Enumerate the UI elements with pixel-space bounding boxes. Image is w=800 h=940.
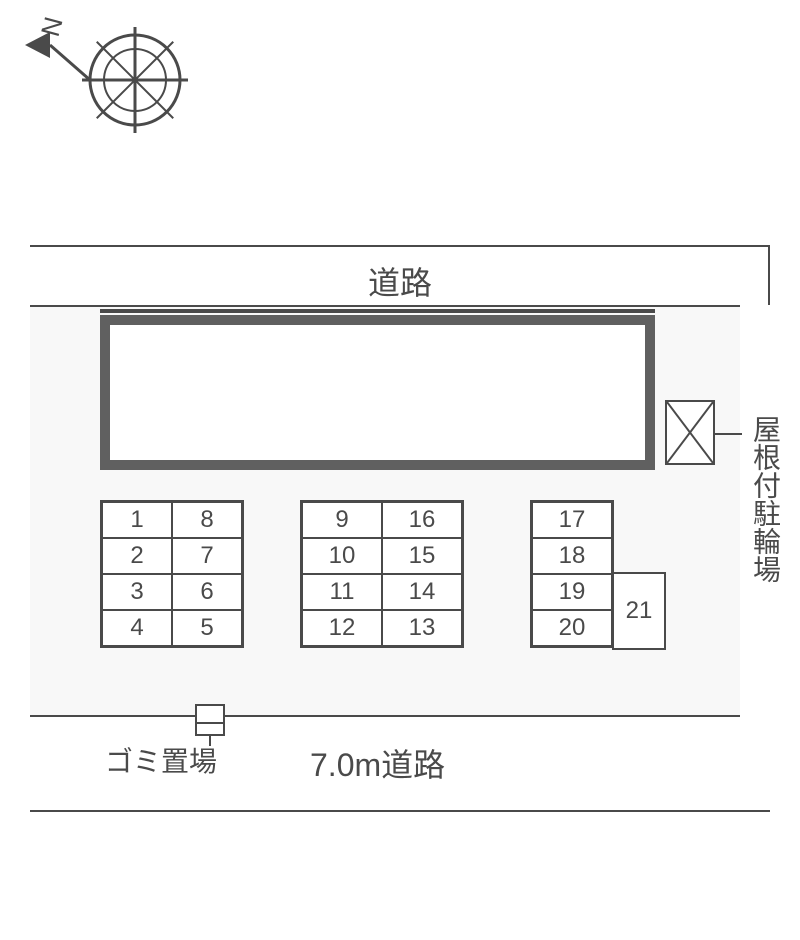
compass-rose: N (20, 10, 190, 180)
bike-parking-cross-icon (667, 402, 713, 463)
garbage-box (195, 704, 225, 724)
parking-space: 15 (382, 538, 462, 574)
bike-parking-box (665, 400, 715, 465)
bike-label-connector (715, 433, 742, 435)
parking-space: 19 (532, 574, 612, 610)
bottom-outer-line (30, 810, 770, 812)
parking-space: 14 (382, 574, 462, 610)
parking-space: 6 (172, 574, 242, 610)
road-label-top: 道路 (0, 258, 800, 304)
parking-block: 18273645 (100, 500, 244, 648)
parking-space: 8 (172, 502, 242, 538)
parking-space: 17 (532, 502, 612, 538)
parking-space: 5 (172, 610, 242, 646)
parking-space: 11 (302, 574, 382, 610)
parking-space: 13 (382, 610, 462, 646)
top-outer-line (30, 245, 770, 247)
parking-space: 4 (102, 610, 172, 646)
parking-space: 20 (532, 610, 612, 646)
road-label-bottom: 7.0m道路 (310, 740, 445, 786)
parking-space: 16 (382, 502, 462, 538)
building-cap (100, 309, 655, 313)
parking-space: 1 (102, 502, 172, 538)
parking-space: 7 (172, 538, 242, 574)
parking-space: 12 (302, 610, 382, 646)
garbage-connector-v2 (223, 724, 225, 734)
building-outline (100, 315, 655, 470)
garbage-label: ゴミ置場 (105, 740, 217, 780)
parking-space: 3 (102, 574, 172, 610)
svg-text:N: N (35, 14, 69, 40)
parking-block-21: 21 (612, 572, 666, 650)
lot-bottom-line (30, 715, 740, 717)
parking-space: 10 (302, 538, 382, 574)
parking-block: 916101511141213 (300, 500, 464, 648)
parking-space: 9 (302, 502, 382, 538)
parking-space: 2 (102, 538, 172, 574)
right-top-tick (768, 245, 770, 305)
parking-block: 17181920 (530, 500, 614, 648)
site-plan-diagram: N 道路 屋根付駐輪場 1827364591610151114121317181… (0, 0, 800, 940)
parking-space: 18 (532, 538, 612, 574)
garbage-connector-v1 (195, 724, 197, 734)
bike-parking-label: 屋根付駐輪場 (745, 415, 785, 583)
